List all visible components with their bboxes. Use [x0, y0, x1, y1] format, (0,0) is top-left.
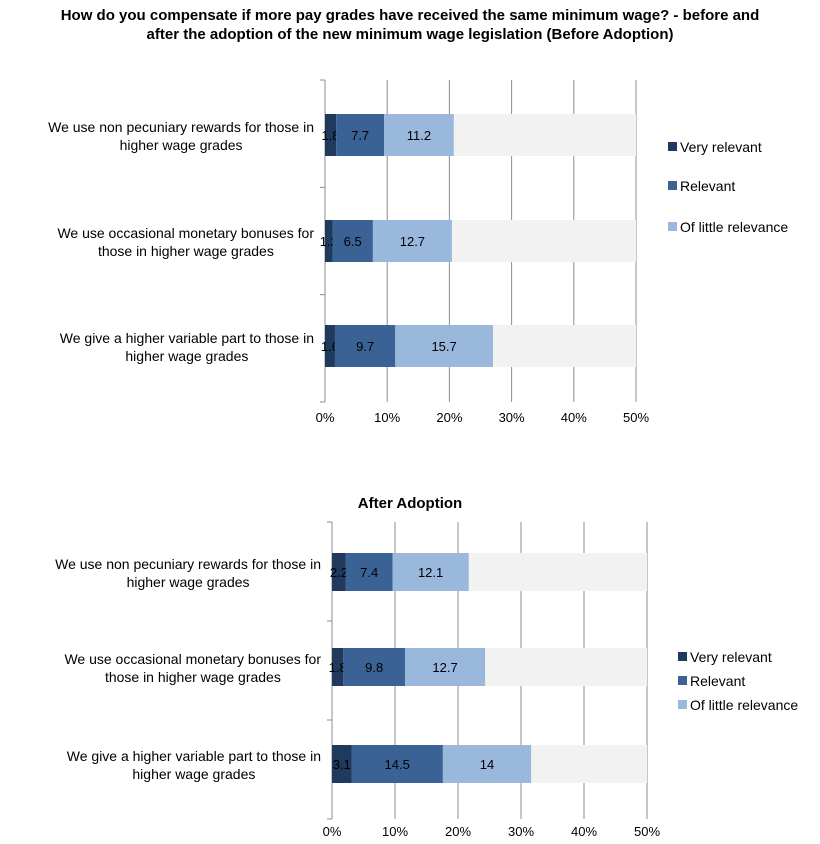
before-bar-relevant: [332, 220, 373, 262]
before-legend-swatch: [668, 181, 677, 190]
after-bar-of-little-relevance: [405, 648, 486, 686]
before-x-tick-label: 20%: [436, 410, 462, 425]
before-legend-swatch: [668, 222, 677, 231]
chart-title-after: After Adoption: [357, 495, 463, 512]
after-legend-swatch: [678, 676, 687, 685]
after-legend-label: Very relevant: [690, 649, 772, 665]
before-category-label: We use occasional monetary bonuses for: [57, 225, 314, 241]
after-legend-label: Relevant: [690, 673, 745, 689]
after-data-label: 12.7: [432, 660, 457, 675]
after-data-label: 7.4: [360, 565, 378, 580]
before-x-tick-label: 40%: [561, 410, 587, 425]
after-category-label: We give a higher variable part to those …: [67, 748, 321, 764]
after-data-label: 9.8: [365, 660, 383, 675]
after-x-tick-label: 50%: [634, 824, 660, 839]
before-data-label: 15.7: [431, 339, 456, 354]
after-bar-very-relevant: [332, 648, 344, 686]
after-category-label: higher wage grades: [132, 766, 255, 782]
after-category-label: We use occasional monetary bonuses for: [64, 651, 321, 667]
after-data-label: 2.2: [330, 565, 348, 580]
before-bar-very-relevant: [325, 220, 333, 262]
after-data-label: 14.5: [385, 757, 410, 772]
before-data-label: 7.7: [351, 128, 369, 143]
after-bar-very-relevant: [332, 553, 346, 591]
after-bar-relevant: [343, 648, 406, 686]
after-bar-relevant: [345, 553, 393, 591]
before-bar-of-little-relevance: [384, 114, 454, 156]
after-x-tick-label: 20%: [445, 824, 471, 839]
after-x-tick-label: 0%: [323, 824, 342, 839]
before-legend-swatch: [668, 142, 677, 151]
after-category-label: We use non pecuniary rewards for those i…: [55, 556, 321, 572]
before-bar-very-relevant: [325, 325, 335, 367]
before-x-tick-label: 0%: [316, 410, 335, 425]
after-category-label: higher wage grades: [127, 574, 250, 590]
before-legend-label: Of little relevance: [680, 219, 788, 235]
chart-title-before: How do you compensate if more pay grades…: [60, 7, 760, 43]
before-bar-of-little-relevance: [395, 325, 493, 367]
before-bar-relevant: [336, 114, 385, 156]
after-x-tick-label: 30%: [508, 824, 534, 839]
before-category-label: We use non pecuniary rewards for those i…: [48, 119, 314, 135]
after-legend-label: Of little relevance: [690, 697, 798, 713]
before-data-label: 11.2: [407, 128, 431, 143]
before-category-label: those in higher wage grades: [98, 243, 274, 259]
after-bar-relevant: [351, 745, 443, 783]
before-bar-relevant: [334, 325, 396, 367]
after-legend-swatch: [678, 652, 687, 661]
before-category-label: higher wage grades: [120, 137, 243, 153]
before-data-label: 9.7: [356, 339, 374, 354]
after-data-label: 1.8: [329, 660, 347, 675]
before-x-tick-label: 50%: [623, 410, 649, 425]
after-data-label: 3.1: [333, 757, 351, 772]
before-bar-of-little-relevance: [372, 220, 452, 262]
after-category-label: those in higher wage grades: [105, 669, 281, 685]
before-data-label: 1.6: [321, 339, 339, 354]
after-bar-of-little-relevance: [392, 553, 469, 591]
before-category-label: higher wage grades: [125, 348, 248, 364]
after-x-tick-label: 40%: [571, 824, 597, 839]
before-category-label: We give a higher variable part to those …: [60, 330, 314, 346]
before-x-tick-label: 10%: [374, 410, 400, 425]
before-data-label: 1.8: [322, 128, 340, 143]
before-bar-very-relevant: [325, 114, 337, 156]
before-legend-label: Very relevant: [680, 139, 762, 155]
before-data-label: 6.5: [344, 234, 362, 249]
after-bar-of-little-relevance: [442, 745, 532, 783]
before-data-label: 12.7: [400, 234, 425, 249]
before-legend-label: Relevant: [680, 178, 735, 194]
after-data-label: 12.1: [418, 565, 443, 580]
before-x-tick-label: 30%: [499, 410, 525, 425]
after-data-label: 14: [480, 757, 494, 772]
after-legend-swatch: [678, 700, 687, 709]
after-x-tick-label: 10%: [382, 824, 408, 839]
after-bar-very-relevant: [332, 745, 352, 783]
